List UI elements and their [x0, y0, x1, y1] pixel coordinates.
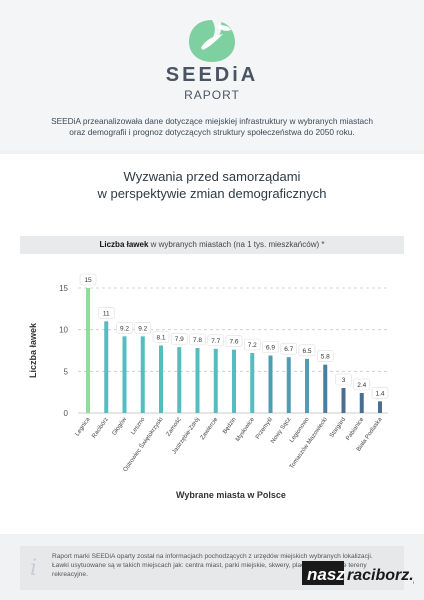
data-label: 7.6: [229, 339, 238, 346]
data-label-box: [170, 332, 188, 345]
watermark-logo: nasz raciborz.pl: [302, 561, 414, 585]
bar: [268, 355, 273, 413]
bar: [140, 336, 145, 413]
bar: [232, 349, 236, 413]
data-label-box: [353, 378, 371, 391]
data-label-box: [316, 350, 334, 362]
bar: [86, 288, 90, 413]
chart-heading-bold: Liczba ławek: [99, 240, 149, 249]
bar: [323, 364, 328, 413]
x-tick-label: Stargard: [329, 417, 347, 439]
data-label-box: [335, 373, 352, 386]
intro-text: SEEDiA przeanalizowała dane dotyczące mi…: [34, 116, 390, 138]
intro-line: SEEDiA przeanalizowała dane dotyczące mi…: [51, 116, 373, 126]
data-label-box: [116, 322, 133, 334]
data-label: 9.2: [120, 325, 129, 332]
chart-heading: Liczba ławek w wybranych miastach (na 1 …: [20, 236, 404, 254]
data-label-box: [79, 273, 97, 286]
data-label-box: [371, 387, 389, 399]
data-label: 7.2: [248, 342, 257, 349]
data-label-box: [298, 344, 316, 357]
intro-line: oraz demografii i prognoz dotyczących st…: [69, 127, 355, 137]
bench-bar-chart: 0 5 10 15 Liczba ławek Wybrane miasta w Polsc…: [28, 273, 389, 500]
section-title-line: w perspektywie zmian demograficznych: [97, 186, 327, 201]
y-tick-label: 10: [59, 326, 68, 335]
chart-heading-rest: w wybranych miastach (na 1 tys. mieszkań…: [148, 240, 325, 249]
x-axis-label: Wybrane miasta w Polsce: [176, 490, 286, 500]
data-label: 6.5: [302, 348, 311, 355]
y-tick-label: 0: [64, 409, 69, 418]
x-tick-label: Racibórz: [91, 417, 110, 440]
brand-name: SEEDiA: [165, 64, 259, 86]
data-label: 7.7: [211, 338, 220, 345]
data-label: 11: [103, 310, 110, 317]
data-label: 7.9: [175, 336, 184, 343]
bar: [177, 347, 182, 413]
x-tick-label: Legnica: [75, 416, 92, 437]
section-title-line: Wyzwania przed samorządami: [123, 169, 301, 184]
x-tick-label: Leszno: [130, 416, 146, 436]
data-label: 1.4: [375, 390, 384, 397]
info-icon: i: [30, 556, 38, 581]
watermark-part1: nasz: [307, 565, 345, 584]
bar: [286, 357, 291, 413]
bar: [250, 353, 255, 413]
bar: [359, 393, 364, 413]
data-label-box: [225, 335, 243, 347]
watermark-part2: raciborz.pl: [347, 567, 414, 584]
bar: [195, 348, 200, 413]
data-label-box: [134, 322, 152, 334]
data-label: 3: [342, 377, 346, 384]
data-label: 9.2: [138, 325, 147, 332]
x-tick-label: Tomaszów Mazowiecki: [289, 417, 329, 470]
data-label: 7.8: [193, 337, 202, 344]
data-label: 2.4: [357, 382, 366, 389]
bar: [213, 348, 218, 413]
data-label: 6.9: [266, 345, 275, 352]
seedia-leaf-logo-icon: [189, 20, 235, 62]
bar: [341, 388, 346, 413]
data-label-box: [243, 338, 261, 351]
footer-note-text: Raport marki SEEDiA oparty został na inf…: [52, 553, 373, 578]
x-tick-label: Przemyśl: [255, 417, 274, 441]
x-tick-label: Zamość: [166, 417, 183, 438]
x-tick-label: Będzin: [222, 417, 237, 435]
data-label-box: [152, 331, 170, 343]
data-label-box: [97, 307, 115, 319]
data-label: 8.1: [156, 335, 165, 342]
header: SEEDiA RAPORT SEEDiA przeanalizowała dan…: [0, 0, 424, 150]
data-label-box: [280, 342, 298, 355]
bar: [104, 321, 109, 413]
section-title: Wyzwania przed samorządami w perspektywi…: [0, 168, 424, 202]
data-label-box: [207, 334, 225, 347]
bar: [378, 401, 382, 413]
bar: [159, 345, 163, 413]
data-label: 6.7: [284, 346, 293, 353]
data-label-box: [262, 341, 279, 353]
x-tick-label: Mysłowice: [235, 416, 256, 443]
data-label-box: [189, 333, 206, 346]
data-label: 5.8: [321, 354, 330, 361]
y-tick-label: 15: [59, 284, 68, 293]
data-label: 15: [84, 277, 92, 284]
y-axis-label: Liczba ławek: [28, 322, 38, 378]
bar: [122, 336, 127, 413]
y-tick-label: 5: [64, 367, 69, 376]
report-label: RAPORT: [184, 88, 240, 102]
bar: [305, 358, 309, 413]
x-tick-label: Zawiercie: [200, 416, 220, 441]
x-tick-label: Głogów: [112, 416, 129, 437]
